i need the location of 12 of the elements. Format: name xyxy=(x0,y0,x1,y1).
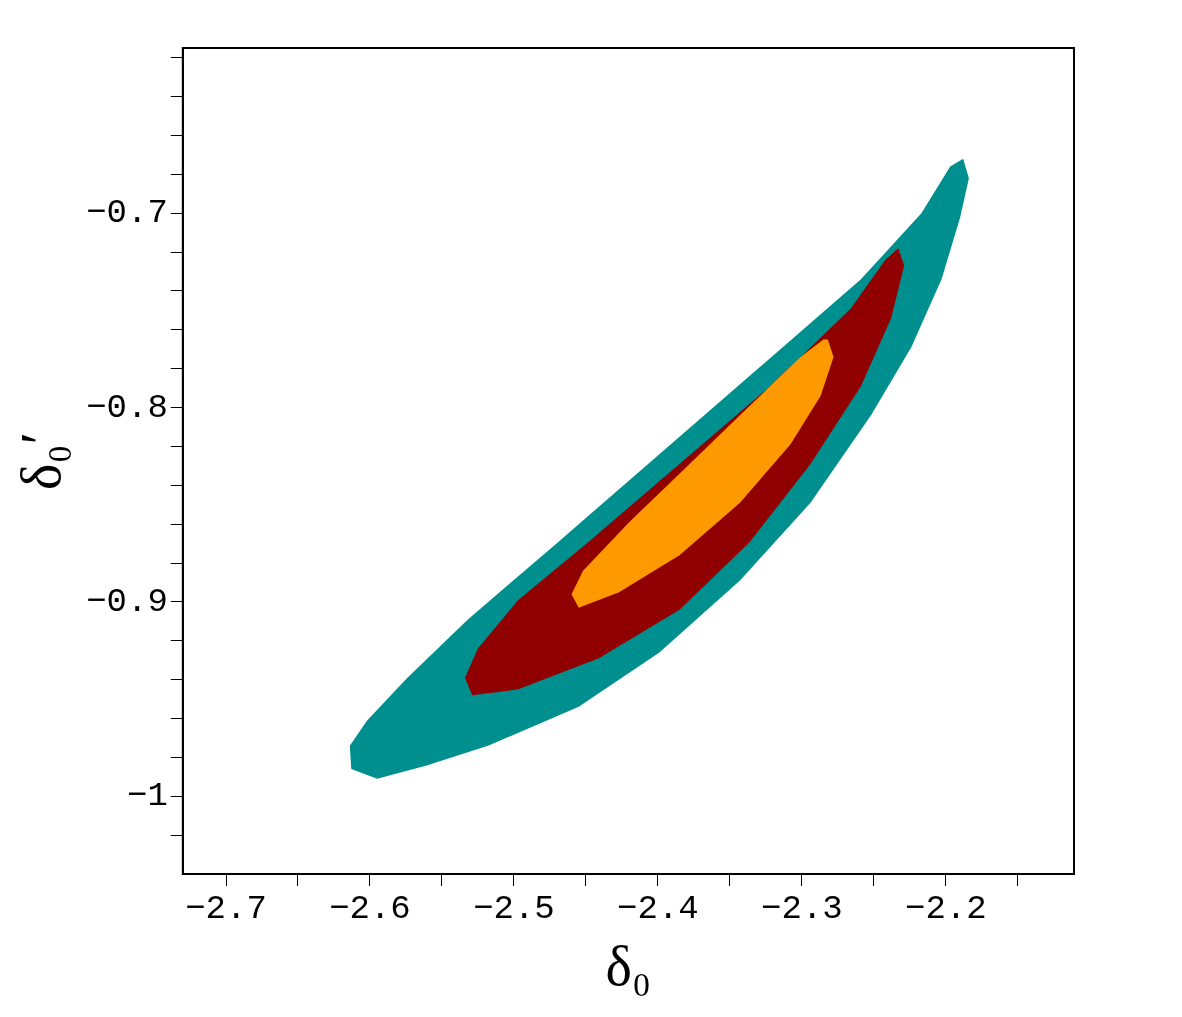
x-tick-label: −2.4 xyxy=(617,890,699,929)
x-tick-label: −2.7 xyxy=(185,890,267,929)
y-axis-title: δ₀′ xyxy=(10,431,73,491)
y-tick-label: −0.7 xyxy=(86,194,168,233)
x-tick-label: −2.2 xyxy=(905,890,987,929)
x-tick-label: −2.5 xyxy=(473,890,555,929)
y-tick-label: −0.8 xyxy=(86,388,168,427)
x-tick-label: −2.3 xyxy=(761,890,843,929)
x-tick-label: −2.6 xyxy=(329,890,411,929)
x-axis-title: δ₀ xyxy=(605,935,652,998)
y-tick-label: −1 xyxy=(127,777,168,816)
y-tick-label: −0.9 xyxy=(86,582,168,621)
